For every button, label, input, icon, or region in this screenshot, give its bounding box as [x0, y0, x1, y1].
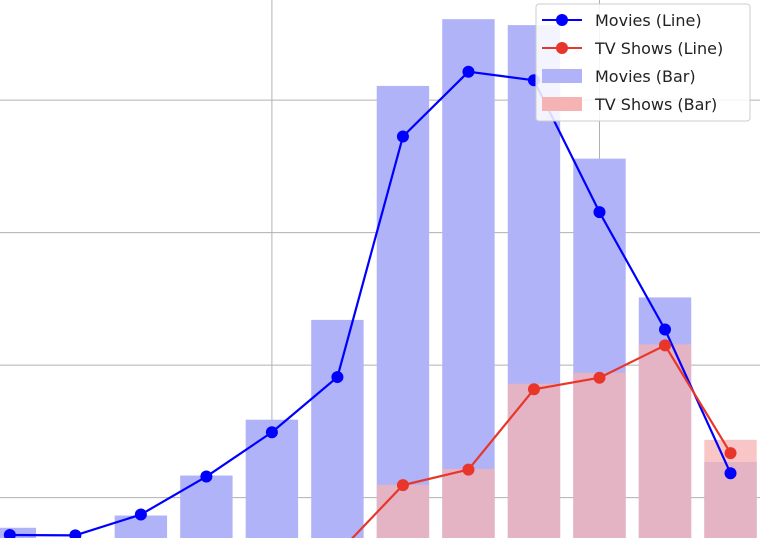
movies-bar-2 — [114, 515, 168, 538]
tv-shows-bar-series — [376, 344, 757, 538]
tv-shows-line-series — [351, 339, 737, 538]
movies-bar-7 — [442, 19, 495, 538]
movies-line-point-4 — [265, 426, 278, 439]
legend: Movies (Line) TV Shows (Line) Movies (Ba… — [535, 3, 751, 122]
movies-line-point-5 — [331, 371, 344, 384]
legend-box — [535, 3, 751, 122]
movies-line-point-3 — [200, 470, 213, 483]
movies-line-point-1 — [69, 529, 82, 538]
movies-line-point-2 — [134, 508, 147, 521]
movies-line-point-6 — [396, 130, 409, 143]
movies-line-series — [3, 65, 737, 538]
movies-line-point-7 — [462, 65, 475, 78]
legend-marker-tv-shows-line — [556, 42, 568, 54]
legend-entry-tv-shows-line: TV Shows (Line) — [542, 39, 723, 58]
tv-bar-8 — [507, 383, 561, 538]
movies-bar-5 — [311, 319, 364, 538]
tv-shows-line-point-9 — [593, 371, 606, 384]
movies-line-point-9 — [593, 206, 606, 219]
tv-bar-10 — [638, 344, 692, 538]
movies-line-point-0 — [3, 529, 16, 538]
movies-line-path — [9, 70, 732, 537]
tv-shows-line-point-7 — [462, 463, 475, 476]
tv-bar-7 — [442, 468, 495, 538]
tv-bar-6 — [376, 484, 430, 538]
legend-marker-movies-line — [556, 14, 568, 26]
movies-bar-0 — [0, 527, 37, 538]
legend-label-movies-bar: Movies (Bar) — [595, 67, 696, 86]
movies-line-point-11 — [724, 467, 737, 480]
legend-swatch-tv-shows-bar — [542, 97, 582, 111]
legend-entry-tv-shows-bar: TV Shows (Bar) — [542, 95, 717, 114]
movies-bar-4 — [245, 419, 299, 538]
legend-label-tv-shows-bar: TV Shows (Bar) — [594, 95, 717, 114]
tv-shows-line-point-10 — [659, 339, 671, 352]
tv-shows-line-point-11 — [724, 447, 737, 460]
tv-shows-line-point-6 — [396, 479, 409, 492]
legend-swatch-movies-bar — [542, 69, 582, 83]
movies-bar-6 — [376, 85, 430, 538]
legend-entry-movies-line: Movies (Line) — [542, 11, 702, 30]
tv-bar-9 — [573, 372, 626, 538]
tv-shows-line-point-8 — [527, 383, 540, 396]
legend-entry-movies-bar: Movies (Bar) — [542, 67, 696, 86]
legend-label-movies-line: Movies (Line) — [595, 11, 702, 30]
movies-bar-3 — [180, 475, 233, 538]
movies-line-point-10 — [659, 323, 671, 336]
legend-label-tv-shows-line: TV Shows (Line) — [594, 39, 723, 58]
